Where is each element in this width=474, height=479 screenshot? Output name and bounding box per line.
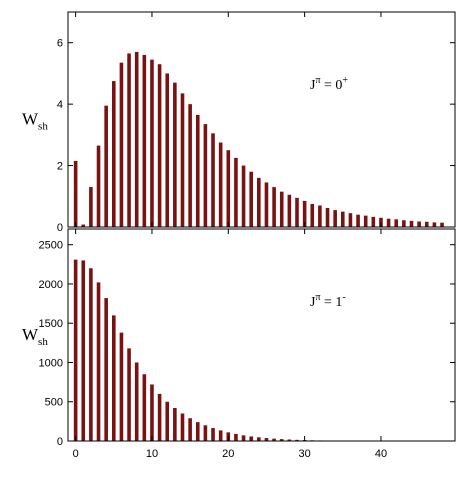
bar — [127, 348, 131, 441]
y-tick-label: 0 — [57, 222, 63, 234]
bar — [74, 260, 78, 441]
y-tick-label: 1500 — [39, 318, 63, 330]
bar — [364, 216, 368, 227]
y-label-sub: sh — [38, 336, 48, 348]
plot-frame — [68, 12, 455, 227]
bar — [242, 166, 246, 227]
bar — [150, 60, 154, 227]
bar — [104, 106, 108, 227]
bar — [135, 362, 139, 441]
bar — [165, 73, 169, 227]
bar — [280, 192, 284, 227]
bar — [112, 81, 116, 227]
bar — [417, 221, 421, 227]
bar — [402, 220, 406, 227]
bar — [318, 206, 322, 228]
bar — [81, 260, 85, 441]
y-label-main: W — [22, 325, 39, 344]
bar — [234, 158, 238, 227]
bar — [242, 435, 246, 441]
bar — [440, 223, 444, 227]
bar — [387, 219, 391, 227]
annotation-part: = 1 — [321, 295, 343, 310]
bar — [341, 212, 345, 227]
x-tick-label: 10 — [146, 448, 158, 460]
bar — [112, 315, 116, 441]
bar — [143, 374, 147, 441]
bar — [173, 408, 177, 441]
bar — [211, 428, 215, 441]
x-tick-label: 0 — [73, 448, 79, 460]
bar — [127, 53, 131, 227]
y-label-main: W — [22, 110, 39, 129]
bar — [165, 402, 169, 441]
bar — [265, 182, 269, 227]
bar — [349, 213, 353, 227]
bar — [219, 143, 223, 227]
bar — [272, 187, 276, 227]
bar — [326, 208, 330, 227]
bar — [333, 210, 337, 227]
bar — [211, 133, 215, 227]
y-tick-label: 2000 — [39, 279, 63, 291]
bar — [310, 204, 314, 227]
bar — [104, 298, 108, 441]
bar — [89, 187, 93, 227]
bar — [257, 437, 261, 441]
bar — [219, 430, 223, 441]
bar — [97, 146, 101, 227]
bar — [143, 55, 147, 227]
bar — [226, 150, 230, 227]
bar — [257, 178, 261, 227]
bar — [89, 268, 93, 441]
annotation: Jπ = 1- — [310, 292, 346, 310]
bar — [204, 425, 208, 441]
y-label-sub: sh — [38, 121, 48, 133]
bar — [120, 63, 124, 227]
bar — [372, 217, 376, 227]
bar — [158, 64, 162, 227]
x-tick-label: 30 — [299, 448, 311, 460]
bar — [158, 394, 162, 441]
bar — [234, 434, 238, 441]
bar — [97, 282, 101, 441]
bar — [188, 418, 192, 441]
y-tick-label: 1000 — [39, 357, 63, 369]
y-tick-label: 6 — [57, 38, 63, 50]
bar — [196, 115, 200, 227]
bar — [295, 198, 299, 227]
y-tick-label: 2 — [57, 161, 63, 173]
bar — [196, 422, 200, 441]
y-tick-label: 2500 — [39, 240, 63, 252]
bar — [150, 384, 154, 441]
plot-frame — [68, 229, 455, 441]
bar — [173, 83, 177, 227]
bar — [356, 215, 360, 227]
bar — [425, 222, 429, 227]
y-axis-label: Wsh — [22, 110, 48, 133]
bar — [288, 195, 292, 227]
bar — [188, 104, 192, 227]
x-tick-label: 40 — [375, 448, 387, 460]
annotation-part: + — [342, 75, 348, 86]
bar — [135, 52, 139, 227]
annotation-part: = 0 — [321, 78, 343, 93]
bar — [249, 172, 253, 227]
x-tick-label: 20 — [222, 448, 234, 460]
y-tick-label: 0 — [57, 436, 63, 448]
bar — [410, 221, 414, 227]
bar — [204, 124, 208, 227]
annotation: Jπ = 0+ — [310, 75, 348, 93]
bar — [181, 93, 185, 227]
bar — [120, 333, 124, 441]
bar — [394, 219, 398, 227]
annotation-part: - — [342, 292, 345, 303]
y-tick-label: 4 — [57, 99, 63, 111]
y-tick-label: 500 — [45, 397, 63, 409]
bar — [433, 222, 437, 227]
bar — [249, 436, 253, 441]
bar — [181, 414, 185, 441]
bar — [74, 161, 78, 227]
